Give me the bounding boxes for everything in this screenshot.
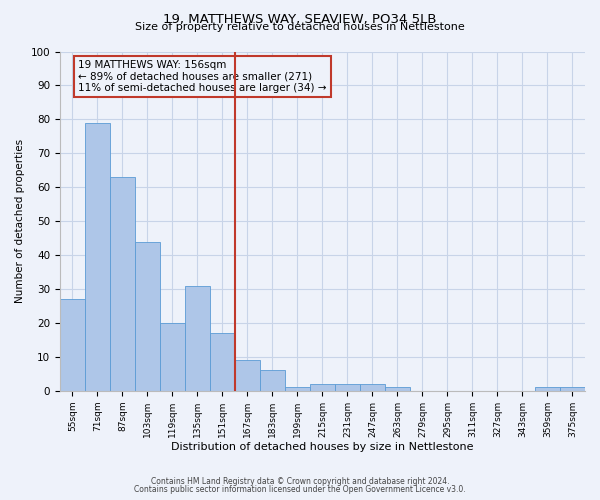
Bar xyxy=(360,384,385,391)
Bar xyxy=(135,242,160,391)
Bar xyxy=(235,360,260,391)
Bar xyxy=(210,333,235,391)
Bar xyxy=(185,286,210,391)
X-axis label: Distribution of detached houses by size in Nettlestone: Distribution of detached houses by size … xyxy=(171,442,474,452)
Bar xyxy=(85,123,110,391)
Text: Contains HM Land Registry data © Crown copyright and database right 2024.: Contains HM Land Registry data © Crown c… xyxy=(151,477,449,486)
Bar xyxy=(335,384,360,391)
Bar xyxy=(60,299,85,391)
Bar xyxy=(160,323,185,391)
Bar xyxy=(310,384,335,391)
Text: 19 MATTHEWS WAY: 156sqm
← 89% of detached houses are smaller (271)
11% of semi-d: 19 MATTHEWS WAY: 156sqm ← 89% of detache… xyxy=(78,60,327,93)
Bar xyxy=(110,177,135,391)
Y-axis label: Number of detached properties: Number of detached properties xyxy=(15,139,25,303)
Bar xyxy=(535,388,560,391)
Text: 19, MATTHEWS WAY, SEAVIEW, PO34 5LB: 19, MATTHEWS WAY, SEAVIEW, PO34 5LB xyxy=(163,12,437,26)
Text: Size of property relative to detached houses in Nettlestone: Size of property relative to detached ho… xyxy=(135,22,465,32)
Bar xyxy=(560,388,585,391)
Text: Contains public sector information licensed under the Open Government Licence v3: Contains public sector information licen… xyxy=(134,485,466,494)
Bar xyxy=(260,370,285,391)
Bar xyxy=(285,388,310,391)
Bar xyxy=(385,388,410,391)
